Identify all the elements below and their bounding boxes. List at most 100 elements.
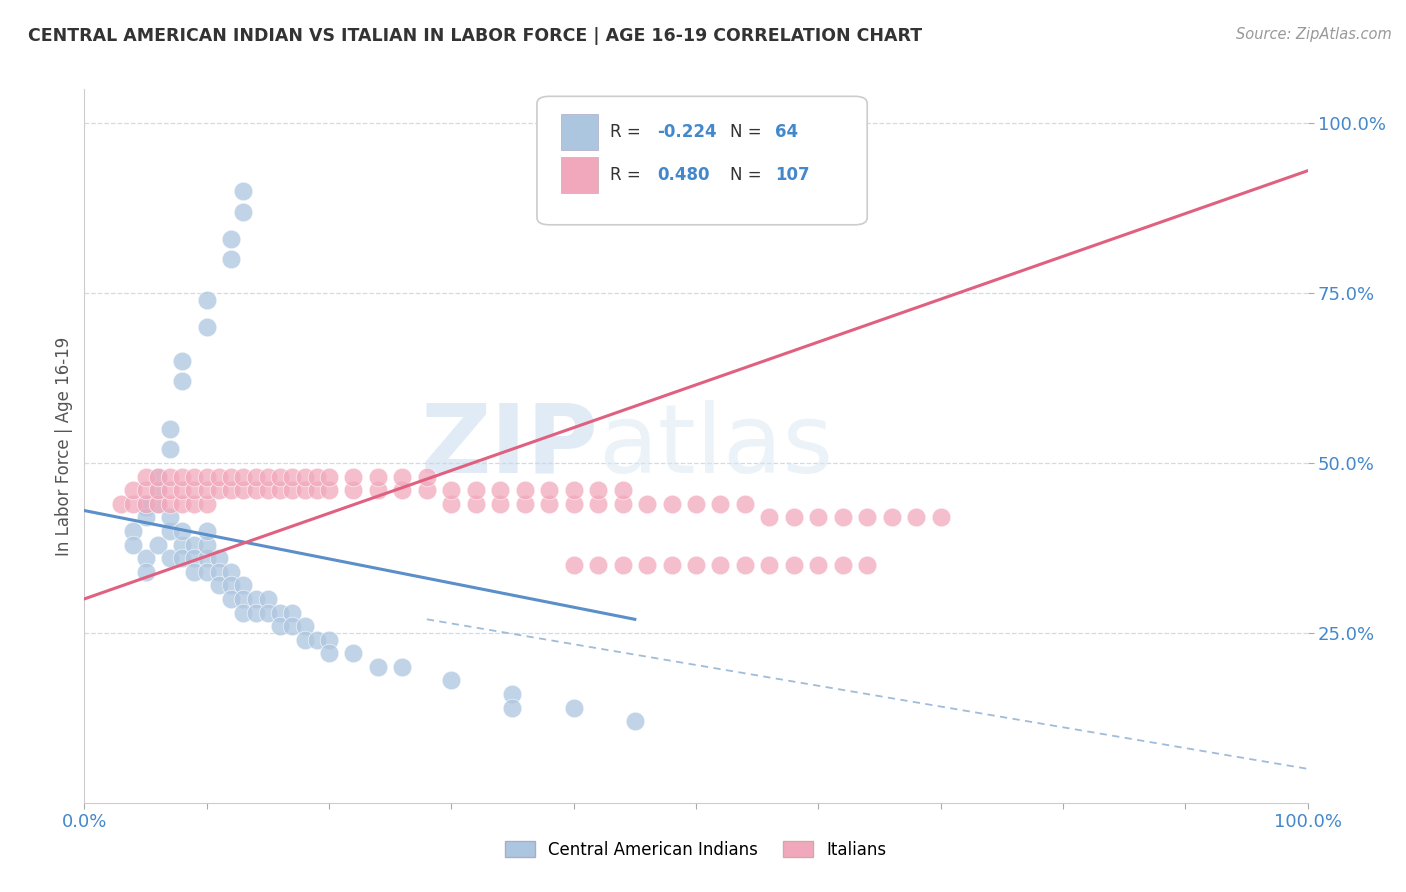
Point <box>709 497 731 511</box>
Point <box>440 483 463 498</box>
Point <box>367 469 389 483</box>
Point <box>734 558 756 572</box>
Point <box>172 497 194 511</box>
Point <box>159 524 181 538</box>
Point <box>159 469 181 483</box>
Point <box>219 469 242 483</box>
Point <box>159 483 181 498</box>
Point <box>245 469 267 483</box>
Point <box>146 497 169 511</box>
Point <box>208 469 231 483</box>
Point <box>318 483 340 498</box>
Point <box>135 497 157 511</box>
Point <box>159 551 181 566</box>
Point <box>232 469 254 483</box>
Point <box>232 204 254 219</box>
Point <box>208 483 231 498</box>
Point <box>257 469 280 483</box>
Point <box>612 558 634 572</box>
Point <box>172 469 194 483</box>
Point <box>183 483 205 498</box>
Point <box>195 483 218 498</box>
Point <box>562 558 585 572</box>
Point <box>807 558 830 572</box>
Point <box>758 510 780 524</box>
Point <box>318 632 340 647</box>
Point <box>586 558 609 572</box>
Text: Source: ZipAtlas.com: Source: ZipAtlas.com <box>1236 27 1392 42</box>
Point <box>245 606 267 620</box>
Point <box>685 558 707 572</box>
Point <box>232 184 254 198</box>
Point <box>146 469 169 483</box>
Point <box>122 497 145 511</box>
Point <box>562 700 585 714</box>
Text: atlas: atlas <box>598 400 834 492</box>
Point <box>172 537 194 551</box>
Point <box>195 320 218 334</box>
Text: 0.480: 0.480 <box>657 166 709 184</box>
Point <box>538 483 561 498</box>
Point <box>269 469 291 483</box>
Point <box>513 483 536 498</box>
Point <box>709 558 731 572</box>
Point <box>172 354 194 368</box>
Point <box>257 483 280 498</box>
Point <box>122 483 145 498</box>
Point <box>146 483 169 498</box>
Point <box>661 558 683 572</box>
Point <box>219 483 242 498</box>
Point <box>856 510 879 524</box>
Point <box>257 606 280 620</box>
Point <box>281 469 304 483</box>
Point <box>219 565 242 579</box>
Point <box>172 524 194 538</box>
Point <box>208 578 231 592</box>
Point <box>758 558 780 572</box>
Text: 107: 107 <box>776 166 810 184</box>
Point <box>135 497 157 511</box>
Text: 64: 64 <box>776 123 799 141</box>
Point <box>135 483 157 498</box>
Point <box>183 565 205 579</box>
Point <box>661 497 683 511</box>
Text: N =: N = <box>730 123 768 141</box>
Point <box>318 646 340 660</box>
Text: N =: N = <box>730 166 768 184</box>
Point <box>562 497 585 511</box>
Point <box>391 483 413 498</box>
Point <box>208 551 231 566</box>
Point <box>342 646 364 660</box>
FancyBboxPatch shape <box>537 96 868 225</box>
Text: CENTRAL AMERICAN INDIAN VS ITALIAN IN LABOR FORCE | AGE 16-19 CORRELATION CHART: CENTRAL AMERICAN INDIAN VS ITALIAN IN LA… <box>28 27 922 45</box>
Point <box>146 483 169 498</box>
Point <box>232 591 254 606</box>
Point <box>416 469 439 483</box>
Point <box>305 469 328 483</box>
Point <box>219 252 242 266</box>
FancyBboxPatch shape <box>561 157 598 193</box>
Point <box>880 510 903 524</box>
Point <box>172 483 194 498</box>
Point <box>135 565 157 579</box>
Point <box>318 469 340 483</box>
Point <box>135 510 157 524</box>
Point <box>219 591 242 606</box>
Point <box>195 565 218 579</box>
Point <box>831 510 853 524</box>
Point <box>783 558 806 572</box>
Point <box>257 591 280 606</box>
Point <box>208 565 231 579</box>
Point <box>135 500 157 515</box>
Point <box>636 497 658 511</box>
Point <box>122 537 145 551</box>
Point <box>232 483 254 498</box>
Point <box>183 537 205 551</box>
Point <box>281 619 304 633</box>
Point <box>342 483 364 498</box>
Point <box>464 483 486 498</box>
Point <box>734 497 756 511</box>
Point <box>172 375 194 389</box>
Point <box>464 497 486 511</box>
Point <box>440 673 463 688</box>
